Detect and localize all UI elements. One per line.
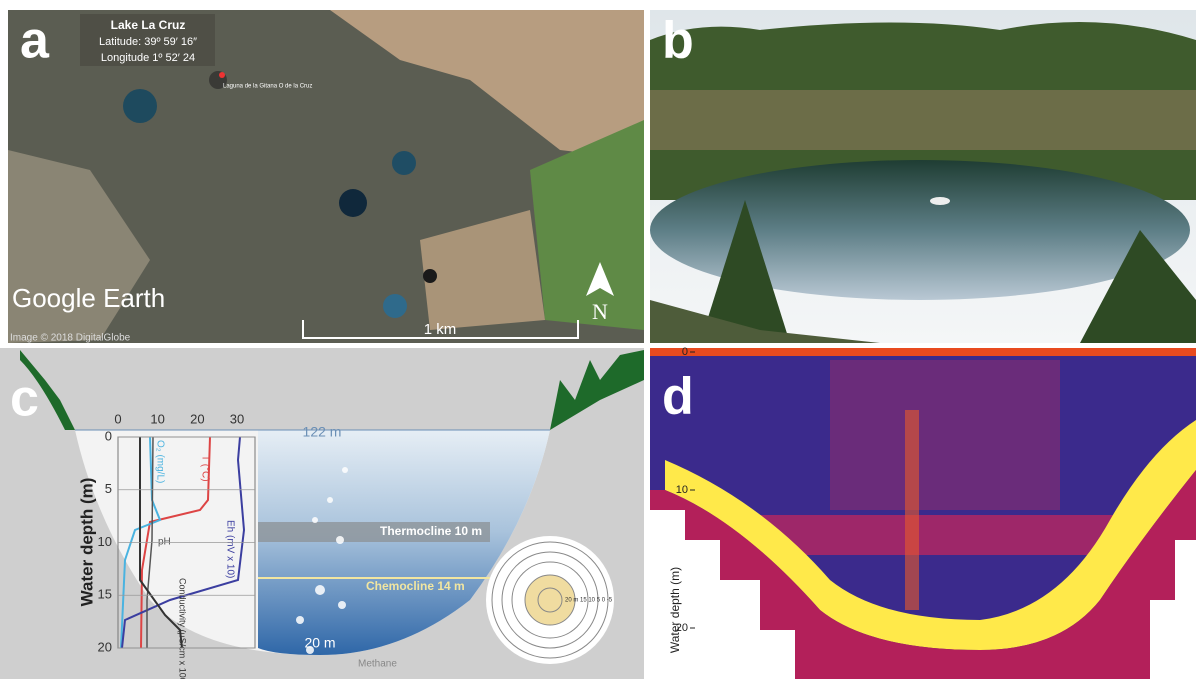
thermocline-label: Thermocline 10 m	[380, 524, 482, 538]
profile-label: T (°C)	[199, 455, 210, 482]
lake	[339, 189, 367, 217]
latitude: Latitude: 39º 59′ 16″	[99, 36, 197, 48]
north-label: N	[592, 299, 608, 324]
panel-label: c	[10, 370, 39, 428]
y-axis-title: Water depth (m)	[77, 478, 96, 607]
y-tick-label: 10	[98, 534, 112, 549]
y-tick-label: 10	[676, 484, 688, 496]
panel-d: d Water depth (m) 0 10 20	[650, 346, 1196, 679]
profile-label: O₂ (mg/L)	[154, 440, 165, 483]
lake	[392, 151, 416, 175]
profile-label: Conductivity (μS/cm x 100)	[178, 578, 188, 679]
y-tick-label: 5	[105, 481, 112, 496]
y-tick-label: 20	[676, 622, 688, 634]
lake	[123, 89, 157, 123]
place-name: Lake La Cruz	[111, 18, 186, 32]
y-tick-label: 15	[98, 587, 112, 602]
panel-label: b	[662, 12, 694, 70]
panel-a: a Lake La Cruz Latitude: 39º 59′ 16″ Lon…	[8, 10, 644, 344]
y-tick-label: 0	[105, 428, 112, 443]
x-tick-label: 30	[230, 411, 244, 426]
bathymetry-scale: 20 m 15 10 5 0 -5	[565, 598, 613, 604]
chemocline-label: Chemocline 14 m	[366, 579, 465, 593]
width-label: 122 m	[303, 424, 342, 440]
water-column	[830, 360, 1060, 510]
gas-label: Methane	[358, 659, 397, 670]
longitude: Longitude 1º 52′ 24	[101, 52, 195, 64]
lake	[383, 294, 407, 318]
panel-label: d	[662, 368, 694, 426]
credit: Image © 2018 DigitalGlobe	[10, 333, 131, 344]
y-axis-title: Water depth (m)	[668, 567, 682, 653]
panel-c: c Water depth (m) T (°C) O₂ (mg/L) Eh (m…	[0, 348, 644, 679]
y-tick-label: 0	[682, 346, 688, 358]
profile-label: Eh (mV x 10)	[224, 520, 235, 578]
x-tick-label: 20	[190, 411, 204, 426]
lake	[423, 269, 437, 283]
panel-b: b	[650, 10, 1196, 343]
sonar-target	[905, 410, 919, 610]
x-tick-label: 10	[150, 411, 164, 426]
pin	[219, 72, 225, 78]
boat	[930, 197, 950, 205]
x-tick-label: 0	[114, 411, 121, 426]
cliff	[650, 90, 1196, 150]
panel-label: a	[20, 12, 50, 70]
figure: a Lake La Cruz Latitude: 39º 59′ 16″ Lon…	[0, 0, 1196, 679]
pin-label: Laguna de la Gitana O de la Cruz	[223, 84, 312, 90]
y-tick-label: 20	[98, 639, 112, 654]
brand: Google Earth	[12, 283, 165, 313]
scale-label: 1 km	[424, 321, 457, 338]
surface-return	[650, 348, 1196, 356]
